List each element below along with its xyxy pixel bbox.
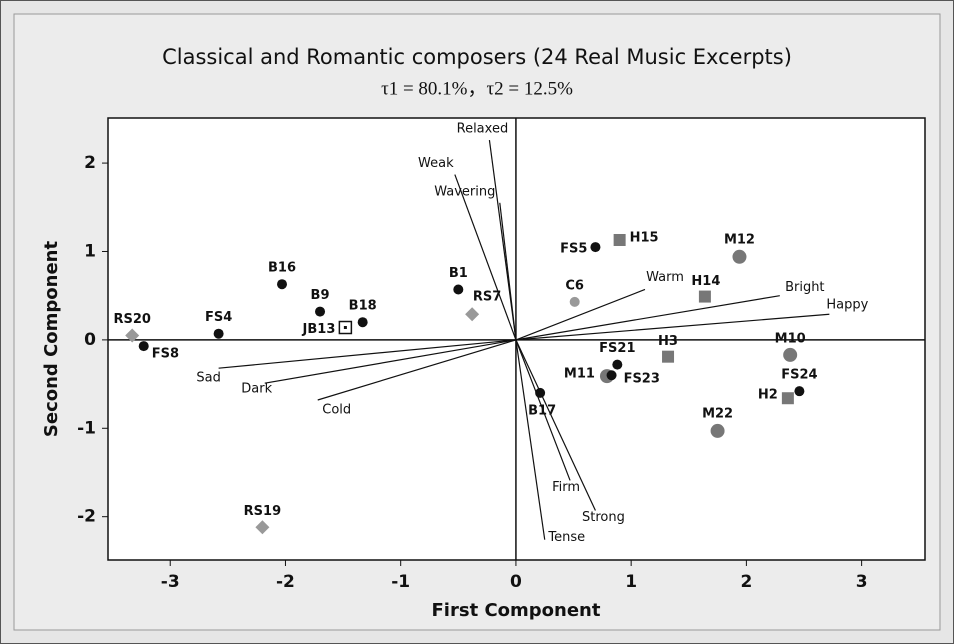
x-tick-label: -1: [391, 572, 410, 592]
point-label: FS5: [560, 242, 587, 257]
point-label: C6: [565, 278, 584, 293]
point: [213, 328, 224, 339]
y-tick-label: -1: [77, 418, 96, 438]
vector-label: Warm: [646, 270, 684, 285]
point-label: FS8: [152, 347, 179, 362]
vector-label: Strong: [582, 510, 625, 525]
x-axis-label: First Component: [432, 600, 601, 621]
y-axis-label: Second Component: [41, 241, 62, 438]
point-label: FS4: [205, 310, 232, 325]
point-label: FS23: [624, 372, 660, 387]
point-label: FS24: [781, 368, 817, 383]
point-label: B9: [311, 288, 330, 303]
point: [315, 306, 326, 317]
point: [535, 387, 546, 398]
point-label: M11: [564, 367, 595, 382]
point: [590, 242, 601, 253]
point: [277, 279, 288, 290]
point-label: B1: [449, 266, 468, 281]
point: [783, 347, 798, 362]
point-label: JB13: [302, 322, 336, 337]
loading-vector: [515, 313, 830, 341]
vector-label: Bright: [785, 280, 824, 295]
loading-vector: [515, 295, 780, 341]
point-label: RS7: [473, 290, 501, 305]
vector-label: Firm: [552, 480, 580, 495]
point: [569, 296, 580, 307]
loading-vector: [264, 339, 517, 384]
point-label: M12: [724, 232, 755, 247]
point: [613, 233, 626, 246]
point-label: H14: [691, 274, 720, 289]
chart-title: Classical and Romantic composers (24 Rea…: [162, 45, 792, 69]
point-label: RS19: [244, 504, 281, 519]
point: [453, 284, 464, 295]
point: [255, 520, 270, 535]
point: [794, 386, 805, 397]
y-tick-label: 0: [84, 330, 96, 350]
point-label: H15: [630, 230, 659, 245]
point: [138, 341, 149, 352]
point-label: B17: [528, 403, 556, 418]
vector-label: Dark: [241, 382, 272, 397]
vector-label: Weak: [418, 156, 454, 171]
vector-label: Tense: [547, 530, 585, 545]
chart-subtitle: τ1 = 80.1%，τ2 = 12.5%: [381, 78, 573, 99]
x-tick-label: 2: [740, 572, 752, 592]
loading-vector: [499, 202, 517, 340]
x-tick-label: -2: [276, 572, 295, 592]
loading-vector: [515, 288, 646, 341]
y-tick-label: 1: [84, 241, 96, 261]
point: [781, 392, 794, 405]
loading-vector: [515, 339, 571, 481]
loading-vector: [454, 174, 517, 341]
point: [125, 328, 140, 343]
vector-label: Happy: [826, 298, 868, 313]
point: [698, 290, 711, 303]
point: [612, 359, 623, 370]
y-tick-label: -2: [77, 507, 96, 527]
vector-label: Sad: [196, 371, 220, 386]
loading-vector: [218, 339, 516, 369]
x-tick-label: -3: [161, 572, 180, 592]
x-tick-label: 0: [510, 572, 522, 592]
point-label: B18: [349, 299, 377, 314]
point: [357, 317, 368, 328]
point-dot: [343, 326, 347, 330]
point-label: FS21: [599, 341, 635, 356]
point: [606, 370, 617, 381]
point-label: B16: [268, 261, 296, 276]
point: [465, 307, 480, 322]
point: [710, 423, 725, 438]
point-label: H3: [658, 334, 678, 349]
loading-vector: [317, 339, 517, 401]
loading-vector: [515, 339, 546, 540]
vector-label: Wavering: [434, 184, 495, 199]
point-label: H2: [758, 388, 778, 403]
y-tick-label: 2: [84, 153, 96, 173]
point: [662, 350, 675, 363]
vector-label: Cold: [322, 402, 351, 417]
x-tick-label: 1: [625, 572, 637, 592]
vector-label: Relaxed: [457, 122, 509, 137]
loading-vector: [515, 339, 596, 511]
point-label: M22: [702, 406, 733, 421]
x-tick-label: 3: [856, 572, 868, 592]
point-label: RS20: [113, 312, 150, 327]
point-label: M10: [775, 331, 806, 346]
point: [732, 249, 747, 264]
